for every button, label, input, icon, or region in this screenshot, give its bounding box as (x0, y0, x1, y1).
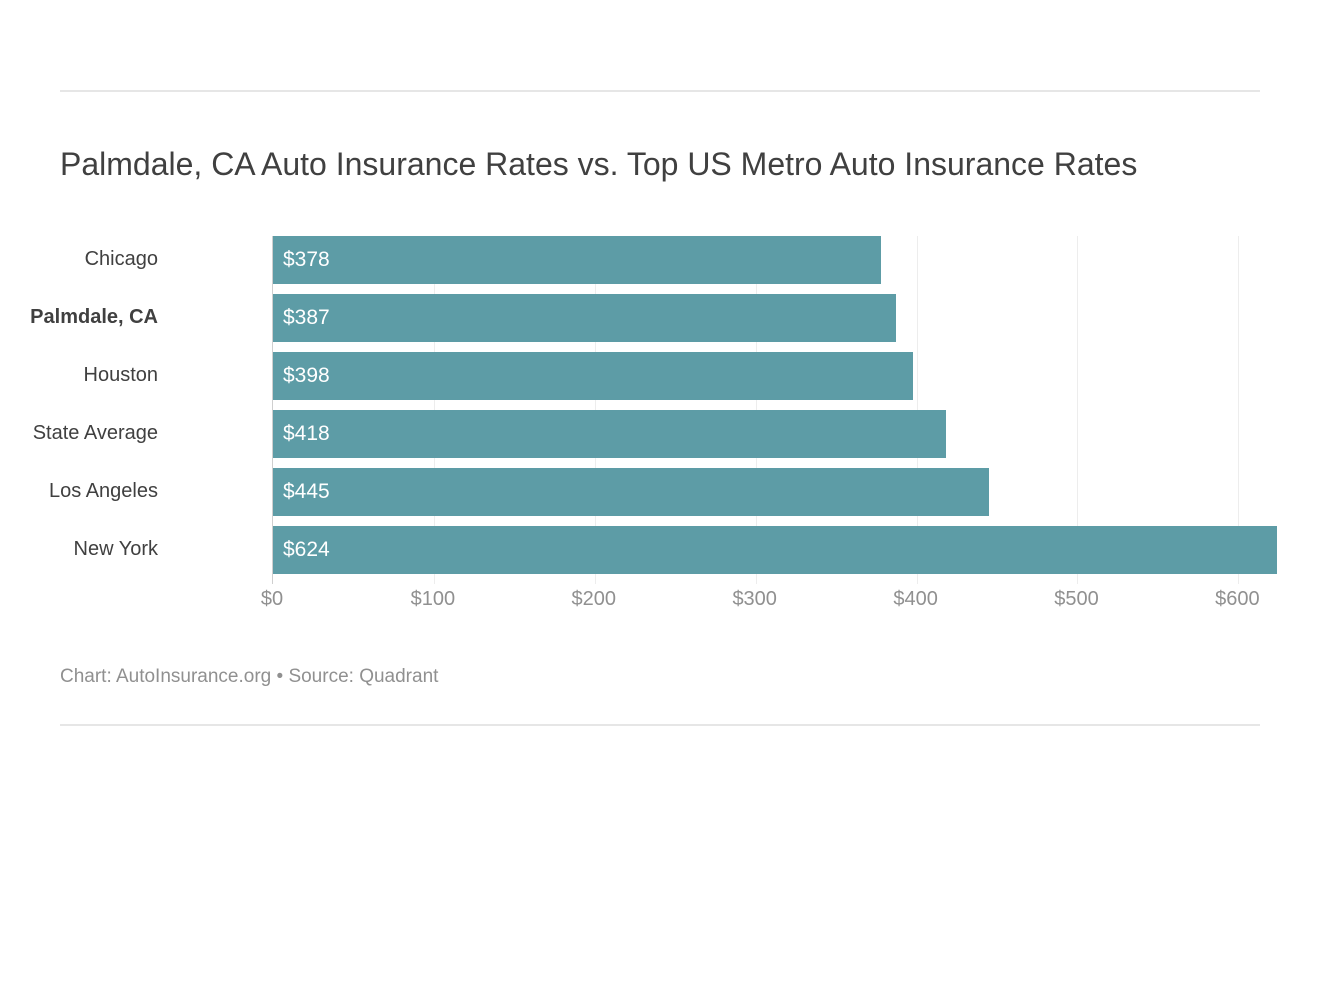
bar-value-label: $387 (273, 306, 330, 330)
bar-row: $445 (273, 468, 1276, 516)
x-axis-tick: $200 (572, 588, 617, 611)
bar-row: $398 (273, 352, 1276, 400)
y-axis-label: State Average (0, 410, 158, 458)
bar: $445 (273, 468, 989, 516)
chart-footer: Chart: AutoInsurance.org • Source: Quadr… (60, 666, 1260, 688)
bar-row: $624 (273, 526, 1276, 574)
bar-row: $418 (273, 410, 1276, 458)
plot-region: $378 $387 $398 $418 $445 $624 (272, 236, 1276, 584)
bar-value-label: $418 (273, 422, 330, 446)
x-axis-tick: $400 (893, 588, 938, 611)
y-axis-label: Los Angeles (0, 468, 158, 516)
bar: $387 (273, 294, 896, 342)
x-axis-tick: $100 (411, 588, 456, 611)
bar-value-label: $624 (273, 538, 330, 562)
chart-container: Palmdale, CA Auto Insurance Rates vs. To… (0, 90, 1320, 726)
bar-row: $378 (273, 236, 1276, 284)
bar: $398 (273, 352, 913, 400)
bar: $624 (273, 526, 1277, 574)
x-axis-tick: $500 (1054, 588, 1099, 611)
bar: $418 (273, 410, 946, 458)
bar: $378 (273, 236, 881, 284)
y-axis-label: New York (0, 526, 158, 574)
y-axis-label: Houston (0, 352, 158, 400)
y-axis-label: Palmdale, CA (0, 294, 158, 342)
bar-value-label: $398 (273, 364, 330, 388)
divider-bottom (60, 724, 1260, 726)
bar-value-label: $378 (273, 248, 330, 272)
chart-title: Palmdale, CA Auto Insurance Rates vs. To… (60, 144, 1260, 186)
x-axis-tick: $600 (1215, 588, 1260, 611)
bar-row: $387 (273, 294, 1276, 342)
bar-value-label: $445 (273, 480, 330, 504)
divider-top (60, 90, 1260, 92)
chart-area: $378$387$398$418$445$624 ChicagoPalmdale… (60, 236, 1260, 636)
x-axis: $0$100$200$300$400$500$600 (272, 588, 1276, 628)
x-axis-tick: $0 (261, 588, 283, 611)
y-axis-label: Chicago (0, 236, 158, 284)
x-axis-tick: $300 (732, 588, 777, 611)
